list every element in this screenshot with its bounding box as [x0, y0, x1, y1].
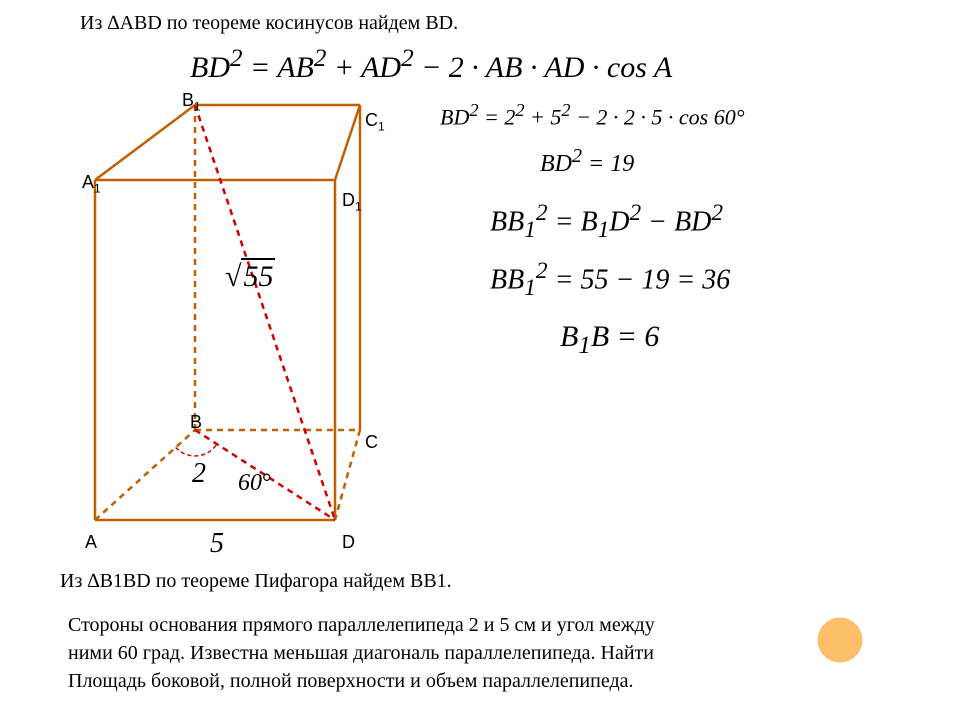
- problem-line-3: Площадь боковой, полной поверхности и об…: [68, 670, 634, 693]
- vertex-B: B: [190, 412, 202, 433]
- label-angle-60: 60°: [238, 470, 272, 497]
- problem-line-1: Стороны основания прямого параллелепипед…: [68, 614, 655, 637]
- vertex-A: A: [85, 532, 97, 553]
- vertex-D1: D1: [342, 190, 362, 214]
- sqrt55-value: 55: [241, 258, 275, 293]
- label-side-AB: 2: [192, 458, 206, 490]
- equation-3: BB12 = B1D2 − BD2: [490, 200, 723, 244]
- vertex-B1: B1: [182, 90, 201, 114]
- vertex-D: D: [342, 532, 355, 553]
- equation-5: B1B = 6: [560, 320, 659, 360]
- vertex-C: C: [365, 432, 378, 453]
- label-side-AD: 5: [210, 528, 224, 560]
- parallelepiped-diagram: [0, 0, 420, 560]
- nav-circle-button[interactable]: [810, 610, 870, 670]
- label-sqrt55: √55: [225, 260, 275, 294]
- equation-2: BD2 = 19: [540, 145, 634, 178]
- vertex-A1: A1: [82, 172, 101, 196]
- equation-1: BD2 = 22 + 52 − 2 · 2 · 5 · cos 60°: [440, 100, 745, 130]
- problem-line-2: ними 60 град. Известна меньшая диагональ…: [68, 642, 654, 665]
- vertex-C1: C1: [365, 110, 385, 134]
- intro-text-2: Из ∆B1BD по теореме Пифагора найдем BB1.: [60, 570, 452, 593]
- equation-4: BB12 = 55 − 19 = 36: [490, 258, 730, 302]
